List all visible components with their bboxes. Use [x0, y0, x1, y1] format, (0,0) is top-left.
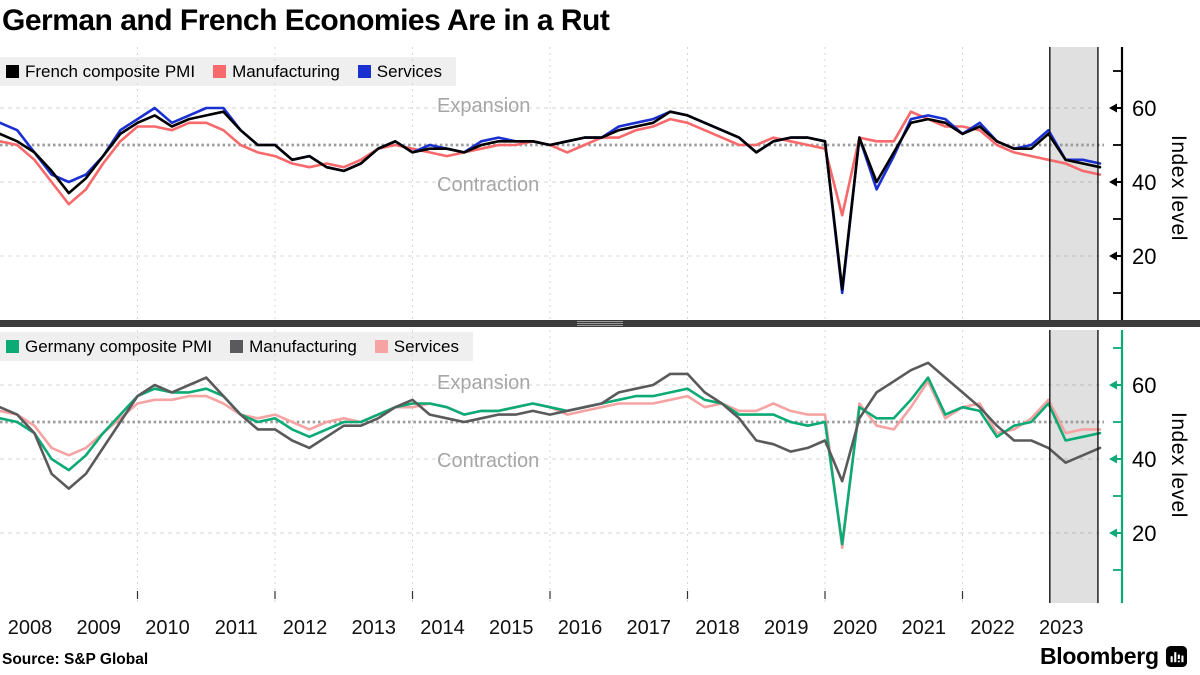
legend-label: French composite PMI	[25, 61, 196, 81]
y-tick-20: 20	[1132, 244, 1157, 269]
y-axis-title: Index level	[1167, 135, 1190, 241]
x-tick-year: 2023	[1039, 617, 1084, 639]
legend-label: Germany composite PMI	[25, 336, 213, 356]
x-tick-year: 2022	[970, 617, 1015, 639]
bloomberg-logo: Bloomberg	[1040, 643, 1187, 670]
x-tick-year: 2009	[76, 617, 122, 639]
x-tick-year: 2008	[7, 617, 53, 639]
legend-item-french-services: Services	[357, 61, 442, 82]
legend-label: Manufacturing	[232, 61, 340, 81]
legend-swatch	[230, 340, 244, 353]
legend-item-germany-composite: Germany composite PMI	[6, 337, 212, 357]
france-pmi-chart[interactable]	[0, 47, 1200, 320]
x-tick-year: 2014	[420, 617, 465, 639]
x-tick-year: 2019	[764, 617, 809, 639]
legend-item-germany-manufacturing: Manufacturing	[230, 337, 357, 357]
source-label: Source: S&P Global	[2, 651, 149, 668]
x-tick-year: 2016	[557, 617, 603, 639]
legend-item-germany-services: Services	[374, 336, 459, 357]
legend-swatch	[357, 65, 371, 78]
divider-grip-icon[interactable]	[577, 321, 623, 326]
expansion-label: Expansion	[437, 95, 531, 117]
y-axis-title: Index level	[1167, 412, 1190, 518]
germany-pmi-chart[interactable]	[0, 330, 1200, 603]
panel-divider[interactable]	[0, 320, 1200, 327]
legend-swatch	[374, 340, 388, 353]
y-tick-40: 40	[1132, 447, 1157, 472]
x-tick-year: 2018	[695, 617, 740, 639]
x-tick-year: 2010	[145, 617, 190, 639]
y-tick-40: 40	[1132, 170, 1157, 195]
legend-swatch	[213, 65, 227, 78]
x-tick-year: 2013	[351, 617, 397, 639]
legend-swatch	[6, 340, 19, 353]
legend-item-french-manufacturing: Manufacturing	[213, 62, 340, 82]
y-tick-20: 20	[1132, 521, 1157, 546]
y-tick-60: 60	[1132, 96, 1157, 121]
x-tick-year: 2021	[901, 617, 947, 639]
x-tick-year: 2017	[626, 617, 672, 639]
x-tick-year: 2011	[214, 617, 258, 639]
y-tick-60: 60	[1132, 373, 1157, 398]
contraction-label: Contraction	[437, 174, 540, 196]
x-tick-year: 2015	[489, 617, 534, 639]
legend-label: Services	[376, 61, 442, 81]
legend-item-french-composite: French composite PMI	[6, 62, 195, 82]
chart-title: German and French Economies Are in a Rut	[2, 4, 610, 37]
legend-swatch	[6, 65, 19, 78]
france-legend: French composite PMI Manufacturing Servi…	[0, 57, 456, 86]
x-tick-year: 2020	[832, 617, 878, 639]
contraction-label: Contraction	[437, 450, 540, 472]
x-tick-year: 2012	[282, 617, 328, 639]
bloomberg-icon	[1165, 646, 1187, 667]
germany-legend: Germany composite PMI Manufacturing Serv…	[0, 332, 473, 361]
legend-label: Services	[393, 336, 459, 356]
legend-label: Manufacturing	[249, 336, 357, 356]
expansion-label: Expansion	[437, 372, 531, 394]
bloomberg-wordmark: Bloomberg	[1040, 643, 1159, 669]
